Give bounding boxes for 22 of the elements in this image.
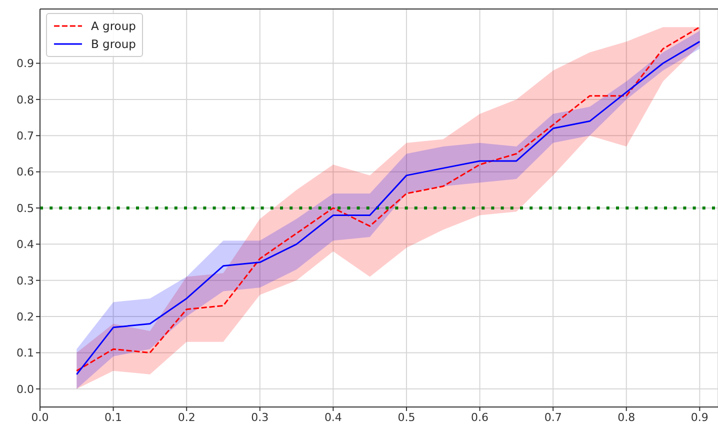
legend-label: A group [91,18,136,35]
y-tick-label: 0.4 [16,238,34,252]
x-tick-label: 0.7 [544,410,562,424]
x-tick-label: 0.4 [324,410,342,424]
y-tick-label: 0.0 [16,382,34,396]
x-tick-label: 0.5 [398,410,416,424]
x-tick-label: 0.6 [471,410,489,424]
y-tick-label: 0.9 [16,57,34,70]
y-tick-label: 0.6 [16,166,34,179]
y-tick-label: 0.1 [16,346,34,360]
x-tick-label: 0.0 [31,410,49,424]
y-tick-label: 0.3 [16,274,34,288]
x-tick-label: 0.9 [690,410,708,424]
y-tick-label: 0.8 [16,93,34,106]
y-tick-label: 0.5 [16,202,34,215]
legend-label: B group [91,36,136,53]
x-tick-label: 0.2 [178,410,196,424]
y-tick-label: 0.2 [16,310,34,324]
x-tick-label: 0.8 [618,410,636,424]
x-tick-label: 0.1 [104,410,122,424]
x-tick-label: 0.3 [251,410,269,424]
y-tick-label: 0.7 [16,130,34,143]
